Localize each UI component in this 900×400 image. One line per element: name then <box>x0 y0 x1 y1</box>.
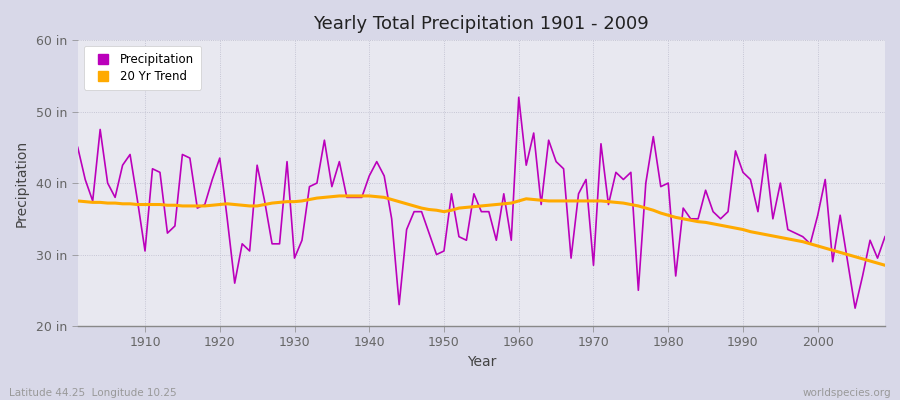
Title: Yearly Total Precipitation 1901 - 2009: Yearly Total Precipitation 1901 - 2009 <box>313 15 649 33</box>
X-axis label: Year: Year <box>467 355 496 369</box>
Text: worldspecies.org: worldspecies.org <box>803 388 891 398</box>
Y-axis label: Precipitation: Precipitation <box>15 140 29 227</box>
Legend: Precipitation, 20 Yr Trend: Precipitation, 20 Yr Trend <box>84 46 202 90</box>
Text: Latitude 44.25  Longitude 10.25: Latitude 44.25 Longitude 10.25 <box>9 388 176 398</box>
